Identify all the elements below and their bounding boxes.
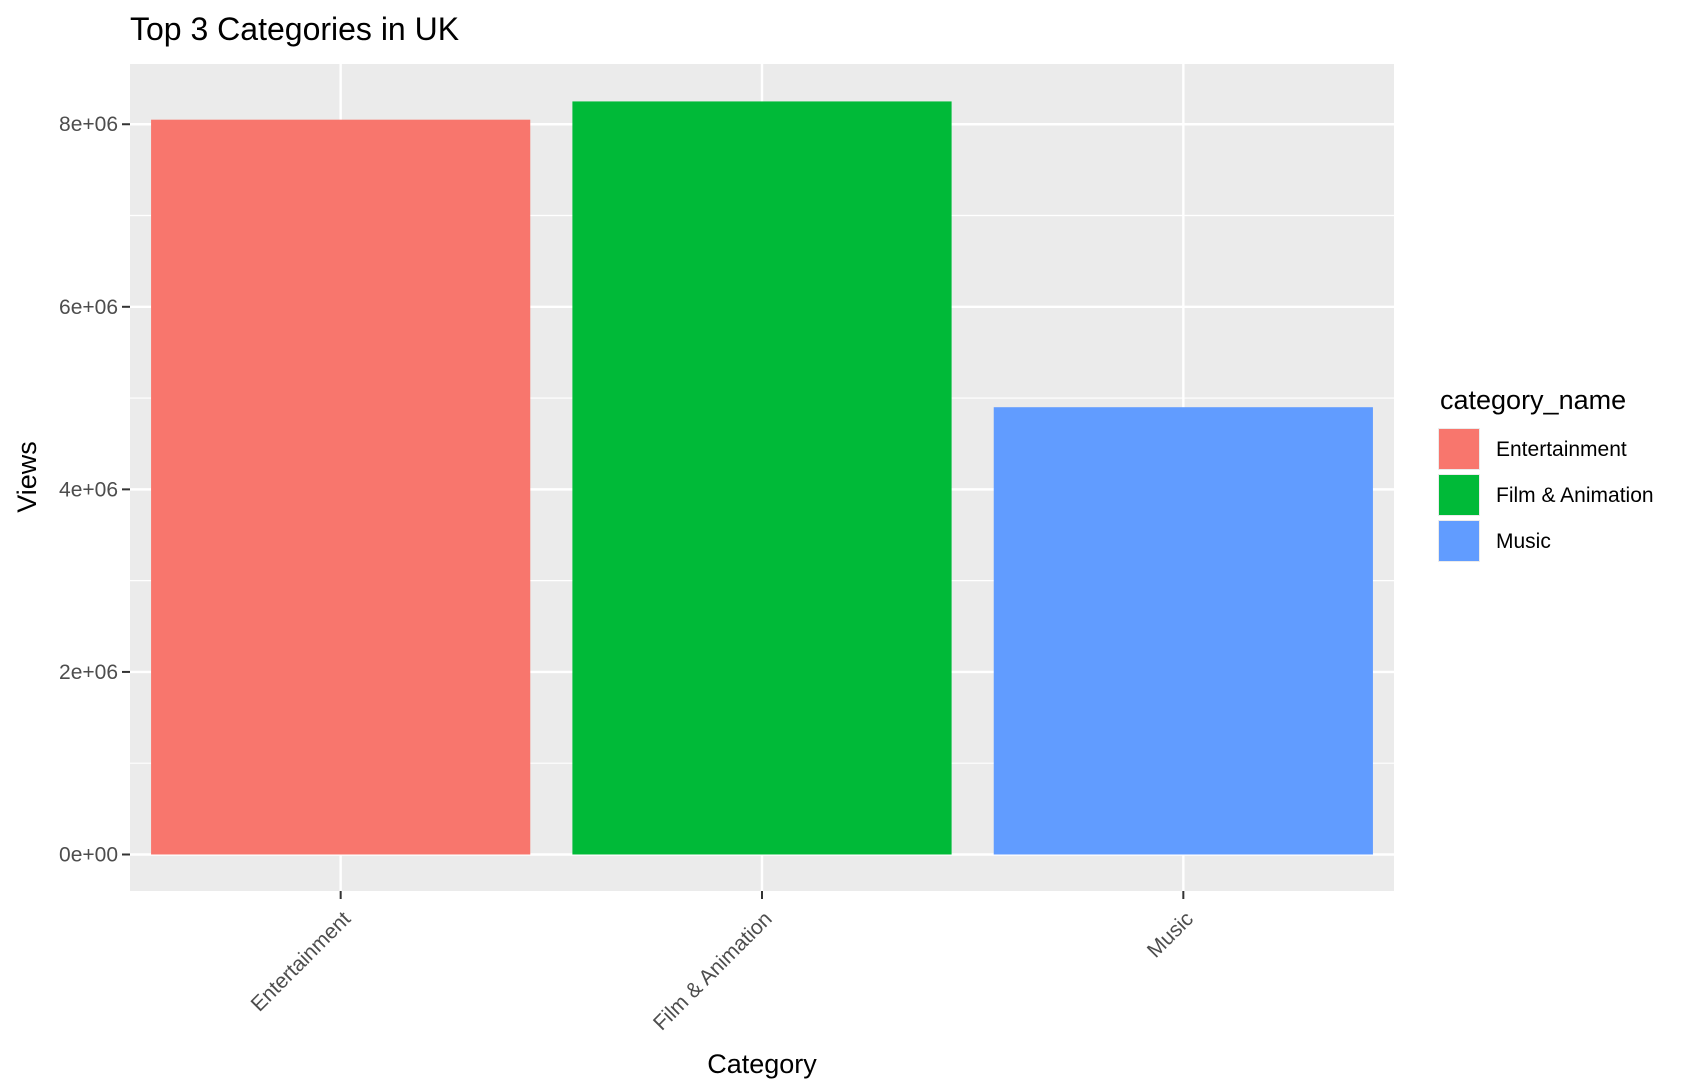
y-tick-label: 4e+06	[59, 478, 118, 501]
bar-music	[993, 407, 1373, 855]
legend-label: Music	[1496, 530, 1551, 553]
x-axis: Entertainment Film & Animation Music	[247, 891, 1198, 1035]
bar-entertainment	[151, 119, 531, 855]
y-tick-label: 0e+00	[59, 843, 118, 866]
x-tick-label: Music	[1143, 907, 1198, 962]
legend-swatch	[1439, 475, 1479, 515]
x-tick-label: Film & Animation	[649, 907, 777, 1035]
x-axis-title: Category	[707, 1049, 817, 1079]
y-tick-label: 6e+06	[59, 296, 118, 319]
y-tick-label: 2e+06	[59, 661, 118, 684]
legend-swatch	[1439, 429, 1479, 469]
y-tick-label: 8e+06	[59, 113, 118, 136]
legend-label: Film & Animation	[1496, 484, 1654, 507]
x-tick-label: Entertainment	[247, 907, 356, 1016]
legend-title: category_name	[1440, 385, 1626, 415]
legend-label: Entertainment	[1496, 438, 1627, 461]
legend-swatch	[1439, 521, 1479, 561]
chart-title: Top 3 Categories in UK	[130, 11, 459, 47]
bars	[151, 101, 1373, 855]
legend: category_name Entertainment Film & Animat…	[1438, 385, 1654, 562]
bar-film-animation	[572, 101, 952, 855]
y-axis: 0e+00 2e+06 4e+06 6e+06 8e+06	[59, 113, 130, 866]
y-axis-title: Views	[12, 441, 42, 513]
